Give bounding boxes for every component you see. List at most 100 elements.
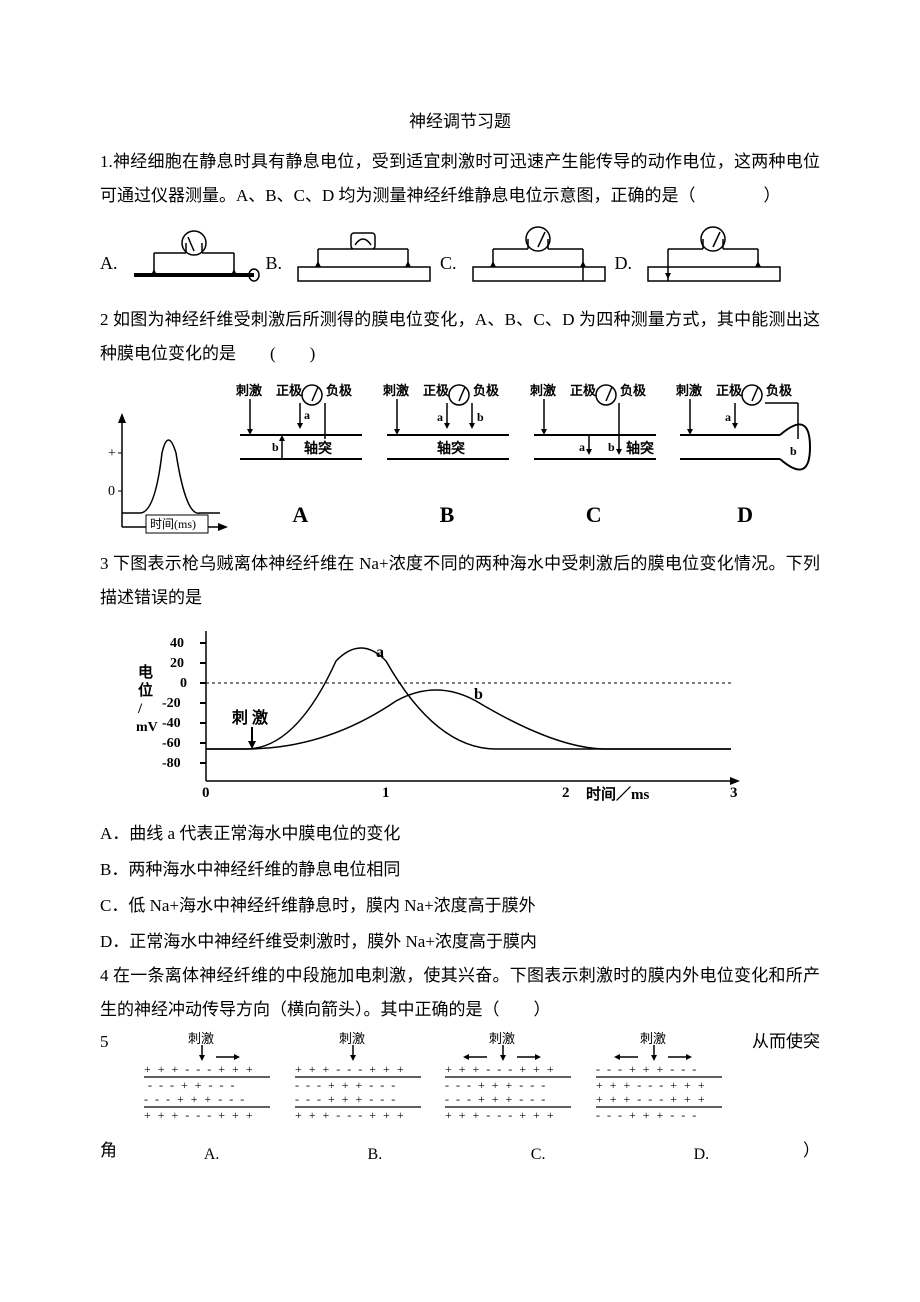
q4-label-b: B.	[368, 1146, 383, 1163]
svg-text:+ + + - - - + + +: + + + - - - + + +	[295, 1108, 406, 1121]
q1-diagram-d	[638, 223, 788, 287]
q2-letter-c: C	[523, 493, 664, 537]
question-4-text: 4 在一条离体神经纤维的中段施加电刺激，使其兴奋。下图表示刺激时的膜内外电位变化…	[100, 959, 820, 1027]
svg-text:0: 0	[202, 785, 210, 801]
svg-text:正极: 正极	[570, 383, 597, 398]
svg-text:- - - + + + - - -: - - - + + + - - -	[295, 1078, 397, 1092]
svg-text:轴突: 轴突	[304, 440, 332, 457]
svg-text:/: /	[137, 701, 143, 717]
q4-diagram-d: 刺激 - - - + + + - - - + + + - - - + + + +…	[582, 1031, 732, 1121]
q2-option-d[interactable]: 刺激 正极 负极 a b D	[670, 379, 820, 537]
q2-opt-b-diagram: 刺激 正极 负极 a b 轴突	[377, 379, 517, 479]
q1-choice-a[interactable]: A.	[100, 223, 266, 287]
svg-text:正极: 正极	[276, 383, 303, 398]
svg-text:a: a	[579, 440, 585, 454]
q3-opt-c[interactable]: C．低 Na+海水中神经纤维静息时，膜内 Na+浓度高于膜外	[100, 889, 820, 923]
svg-text:刺激: 刺激	[236, 383, 263, 398]
q3-opt-a[interactable]: A．曲线 a 代表正常海水中膜电位的变化	[100, 817, 820, 851]
q2-option-b[interactable]: 刺激 正极 负极 a b 轴突 B	[377, 379, 518, 537]
svg-text:位: 位	[138, 681, 153, 699]
svg-text:- - - + + + - - -: - - - + + + - - -	[445, 1078, 547, 1092]
svg-text:1: 1	[382, 785, 390, 801]
svg-text:刺激: 刺激	[188, 1031, 214, 1046]
question-1-text: 1.神经细胞在静息时具有静息电位，受到适宜刺激时可迅速产生能传导的动作电位，这两…	[100, 145, 820, 213]
q3-opt-b[interactable]: B．两种海水中神经纤维的静息电位相同	[100, 853, 820, 887]
svg-text:a: a	[304, 408, 310, 422]
svg-text:刺激: 刺激	[231, 708, 272, 727]
q1-diagram-b	[288, 223, 438, 287]
svg-text:负极: 负极	[326, 383, 353, 398]
svg-text:+: +	[108, 446, 116, 461]
q5-suffix-1: 从而使突	[752, 1025, 820, 1059]
svg-text:+ + + - - - + + +: + + + - - - + + +	[596, 1092, 707, 1106]
q5-line2-suffix: ）	[803, 1134, 820, 1168]
svg-text:0: 0	[108, 484, 115, 499]
q4-choice-c[interactable]: 刺激 + + + - - - + + + - - - + + + - - - -…	[431, 1031, 582, 1133]
q1-choice-c[interactable]: C.	[440, 223, 615, 287]
svg-text:-20: -20	[162, 696, 181, 711]
q1-label-c: C.	[440, 245, 457, 281]
svg-text:- - - + + + - - -: - - - + + + - - -	[596, 1108, 698, 1121]
q4-label-a: A.	[204, 1146, 220, 1163]
svg-text:40: 40	[170, 636, 184, 651]
q1-label-b: B.	[266, 245, 283, 281]
q1-diagram-c	[463, 223, 613, 287]
q1-diagram-a	[124, 223, 264, 287]
q4-diagram-a: 刺激 + + + - - - + + + - - - + + - - - - -…	[130, 1031, 280, 1121]
svg-text:+ + + - - - + + +: + + + - - - + + +	[596, 1078, 707, 1092]
svg-text:20: 20	[170, 656, 184, 671]
svg-text:b: b	[608, 440, 615, 454]
svg-text:+ + + - - - + + +: + + + - - - + + +	[295, 1062, 406, 1076]
svg-text:正极: 正极	[716, 383, 743, 398]
svg-text:刺激: 刺激	[676, 383, 703, 398]
q2-letter-b: B	[377, 493, 518, 537]
q4-diagram-c: 刺激 + + + - - - + + + - - - + + + - - - -…	[431, 1031, 581, 1121]
q2-voltage-graph: + 0 时间(ms)	[100, 407, 230, 537]
svg-text:刺激: 刺激	[530, 383, 557, 398]
question-2-text: 2 如图为神经纤维受刺激后所测得的膜电位变化，A、B、C、D 为四种测量方式，其…	[100, 303, 820, 371]
svg-text:-80: -80	[162, 756, 181, 771]
q4-choice-d[interactable]: 刺激 - - - + + + - - - + + + - - - + + + +…	[582, 1031, 733, 1133]
q1-label-a: A.	[100, 245, 118, 281]
svg-text:电: 电	[138, 663, 153, 681]
question-3-text: 3 下图表示枪乌贼离体神经纤维在 Na+浓度不同的两种海水中受刺激后的膜电位变化…	[100, 547, 820, 615]
svg-text:-60: -60	[162, 736, 181, 751]
q3-graph: 40 20 0 -20 -40 -60 -80 0 1 2 3 电 位 / mV…	[136, 621, 820, 813]
q2-option-c[interactable]: 刺激 正极 负极 a b 轴突 C	[523, 379, 664, 537]
svg-text:3: 3	[730, 785, 738, 801]
q1-choices: A. B. C	[100, 223, 820, 287]
svg-text:b: b	[272, 440, 279, 454]
svg-text:刺激: 刺激	[383, 383, 410, 398]
q2-option-a[interactable]: 刺激 正极 负极 a b 轴突 A	[230, 379, 371, 537]
svg-text:- - - + + - - -: - - - + + - - -	[148, 1078, 237, 1092]
svg-text:负极: 负极	[766, 383, 793, 398]
q1-label-d: D.	[615, 245, 633, 281]
q2-letter-a: A	[230, 493, 371, 537]
q2-figure: + 0 时间(ms) 刺激 正极 负极 a b	[100, 379, 820, 537]
q1-choice-d[interactable]: D.	[615, 223, 791, 287]
svg-text:+ + + - - - + + +: + + + - - - + + +	[144, 1108, 255, 1121]
svg-text:正极: 正极	[423, 383, 450, 398]
svg-text:- - - + + + - - -: - - - + + + - - -	[295, 1092, 397, 1106]
svg-text:刺激: 刺激	[339, 1031, 365, 1046]
page-title: 神经调节习题	[100, 105, 820, 139]
q5-prefix: 5	[100, 1025, 116, 1059]
q4-label-d: D.	[694, 1146, 710, 1163]
svg-text:mV: mV	[136, 720, 158, 735]
svg-text:刺激: 刺激	[489, 1031, 515, 1046]
svg-text:+ + + - - - + + +: + + + - - - + + +	[445, 1062, 556, 1076]
svg-text:b: b	[790, 444, 797, 458]
svg-text:时间(ms): 时间(ms)	[150, 517, 196, 531]
q4-choice-b[interactable]: 刺激 + + + - - - + + + - - - + + + - - - -…	[281, 1031, 432, 1133]
q3-opt-d[interactable]: D．正常海水中神经纤维受刺激时，膜外 Na+浓度高于膜内	[100, 925, 820, 959]
svg-text:- - - + + + - - -: - - - + + + - - -	[144, 1092, 246, 1106]
q4-label-c: C.	[531, 1146, 546, 1163]
svg-text:+ + + - - - + + +: + + + - - - + + +	[144, 1062, 255, 1076]
q4-choice-a[interactable]: 刺激 + + + - - - + + + - - - + + - - - - -…	[130, 1031, 281, 1133]
svg-text:b: b	[474, 686, 483, 703]
q5-line2-prefix: 角	[100, 1134, 116, 1168]
svg-text:时间／ms: 时间／ms	[586, 785, 649, 801]
svg-text:b: b	[477, 410, 484, 424]
q5-line-2: 角 A. B. C. D. ）	[100, 1131, 820, 1171]
q1-choice-b[interactable]: B.	[266, 223, 441, 287]
